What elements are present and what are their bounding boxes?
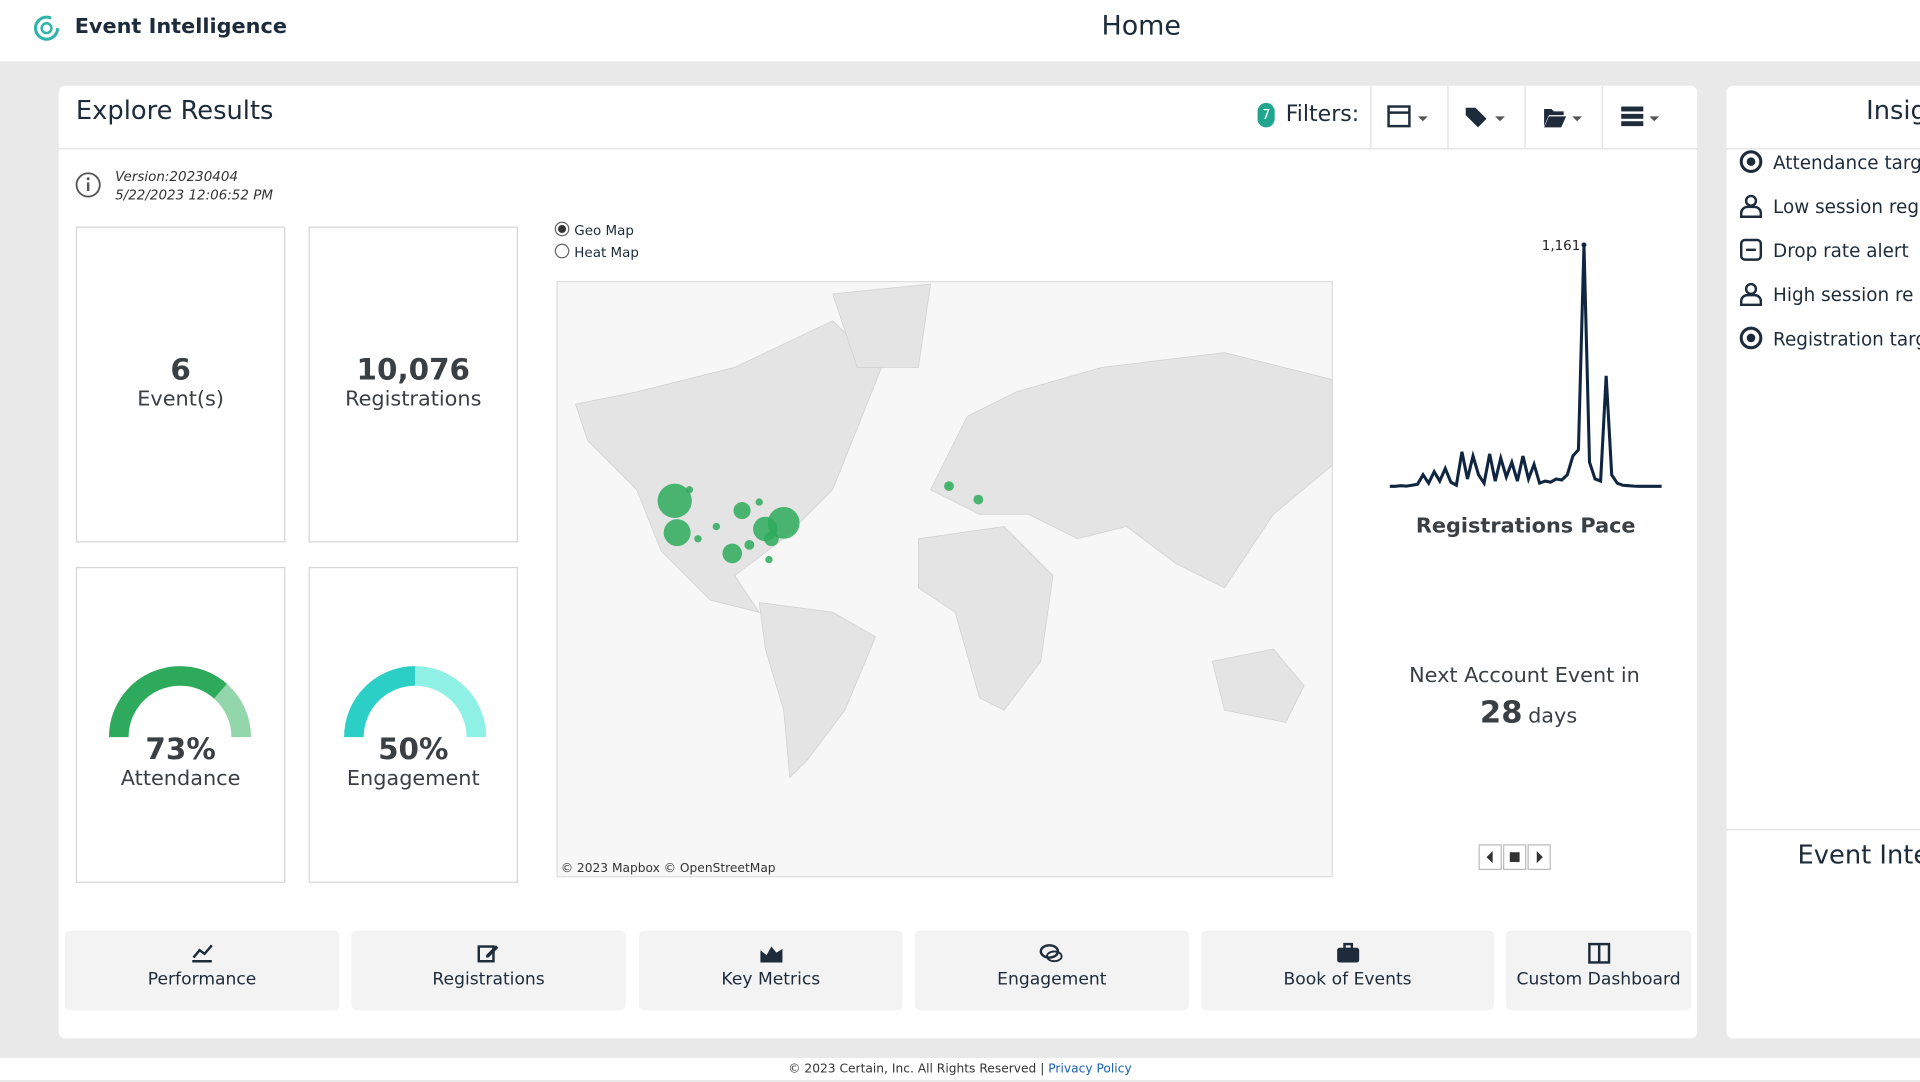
divider bbox=[1726, 828, 1920, 831]
insight-item[interactable]: Attendance targ bbox=[1739, 149, 1920, 174]
filters-label: Filters: bbox=[1285, 101, 1360, 128]
page-title: Home bbox=[1101, 11, 1182, 42]
nav-button[interactable]: Book of Events bbox=[1201, 930, 1494, 1011]
nav-icon bbox=[759, 946, 782, 963]
nav-label: Performance bbox=[147, 969, 257, 990]
nav-button[interactable]: Engagement bbox=[914, 930, 1189, 1011]
pace-peak-label: 1,161 bbox=[1542, 239, 1581, 254]
nav-icon bbox=[1039, 944, 1063, 963]
nav-label: Key Metrics bbox=[721, 969, 821, 990]
insight-icon bbox=[1740, 238, 1763, 261]
kpi-label: Event(s) bbox=[137, 386, 224, 412]
radio-option[interactable]: Heat Map bbox=[554, 242, 639, 264]
side-title: Event Inte bbox=[1797, 840, 1920, 870]
privacy-link[interactable]: Privacy Policy bbox=[1048, 1062, 1132, 1077]
map-attribution: © 2023 Mapbox © OpenStreetMap bbox=[561, 861, 776, 875]
list-filter[interactable] bbox=[1601, 85, 1679, 149]
insight-item[interactable]: Drop rate alert bbox=[1739, 238, 1909, 262]
insight-label: Registration targ bbox=[1773, 328, 1920, 351]
version: Version:20230404 bbox=[115, 168, 238, 185]
gauge-arc bbox=[344, 666, 416, 738]
next-event-unit: days bbox=[1528, 703, 1577, 727]
panel-title: Explore Results bbox=[75, 95, 274, 125]
nav-icon bbox=[477, 945, 499, 963]
next-event-label: Next Account Event in bbox=[1409, 663, 1640, 687]
carousel-controls[interactable] bbox=[1478, 844, 1551, 871]
gauge-arc bbox=[108, 666, 227, 738]
insight-icon bbox=[1739, 326, 1763, 350]
next-event-count: 28 bbox=[1480, 695, 1523, 730]
app-name: Event Intelligence bbox=[74, 14, 287, 40]
logo bbox=[33, 15, 60, 41]
insight-label: Low session reg bbox=[1773, 195, 1920, 218]
nav-icon bbox=[1336, 942, 1359, 963]
insights-title: Insig bbox=[1866, 95, 1920, 125]
kpi-value: 10,076 bbox=[356, 352, 470, 387]
gauge-label: Engagement bbox=[346, 766, 480, 792]
gauge-value: 73% bbox=[145, 732, 216, 767]
nav-button[interactable]: Custom Dashboard bbox=[1506, 930, 1692, 1011]
insight-label: Attendance targ bbox=[1773, 151, 1920, 174]
nav-icon bbox=[192, 944, 213, 963]
map-options: Geo Map Heat Map bbox=[554, 220, 639, 264]
timestamp: 5/22/2023 12:06:52 PM bbox=[115, 187, 273, 204]
continents bbox=[575, 283, 1333, 779]
kpi-label: Registrations bbox=[345, 386, 482, 412]
kpi-card: 6 Event(s) bbox=[75, 226, 286, 543]
pace-peak bbox=[1581, 242, 1587, 248]
insight-label: Drop rate alert bbox=[1773, 240, 1909, 263]
copyright: © 2023 Certain, Inc. All Rights Reserved… bbox=[788, 1062, 1045, 1077]
radio-label: Heat Map bbox=[574, 244, 639, 261]
map-points bbox=[657, 481, 984, 564]
gauge-remainder bbox=[414, 666, 487, 738]
nav-label: Custom Dashboard bbox=[1516, 969, 1681, 990]
kpi-card: 10,076 Registrations bbox=[308, 226, 518, 543]
info-icon bbox=[75, 172, 101, 198]
radio-option[interactable]: Geo Map bbox=[554, 220, 639, 242]
nav-button[interactable]: Registrations bbox=[351, 930, 626, 1011]
footer: © 2023 Certain, Inc. All Rights Reserved… bbox=[0, 1057, 1920, 1081]
nav-icon bbox=[1587, 942, 1610, 964]
tag-filter[interactable] bbox=[1447, 85, 1524, 149]
gauge-value: 50% bbox=[378, 732, 449, 767]
top-bar bbox=[0, 0, 1920, 62]
kpi-value: 6 bbox=[170, 352, 191, 387]
nav-button[interactable]: Performance bbox=[64, 930, 340, 1011]
nav-label: Engagement bbox=[997, 969, 1107, 990]
insights-panel: Insig Event Inte Attendance targ Low sess… bbox=[1726, 85, 1920, 1039]
insight-item[interactable]: High session re bbox=[1739, 282, 1914, 307]
insight-icon bbox=[1740, 282, 1763, 307]
divider bbox=[58, 148, 1698, 150]
gauge-label: Attendance bbox=[120, 766, 241, 792]
divider bbox=[1726, 148, 1920, 150]
insight-item[interactable]: Registration targ bbox=[1739, 326, 1920, 350]
insight-icon bbox=[1739, 150, 1763, 173]
insight-item[interactable]: Low session reg bbox=[1739, 193, 1920, 218]
insight-icon bbox=[1740, 194, 1763, 218]
date-filter[interactable] bbox=[1370, 85, 1447, 149]
filter-count: 7 bbox=[1257, 102, 1275, 128]
nav-label: Registrations bbox=[432, 969, 545, 990]
insight-label: High session re bbox=[1773, 284, 1914, 307]
nav-label: Book of Events bbox=[1283, 969, 1412, 990]
radio-label: Geo Map bbox=[574, 222, 634, 239]
gauge-remainder bbox=[213, 683, 252, 738]
pace-title: Registrations Pace bbox=[1416, 514, 1636, 538]
folder-filter[interactable] bbox=[1524, 85, 1601, 149]
pace-line bbox=[1389, 244, 1662, 488]
nav-button[interactable]: Key Metrics bbox=[639, 930, 903, 1011]
